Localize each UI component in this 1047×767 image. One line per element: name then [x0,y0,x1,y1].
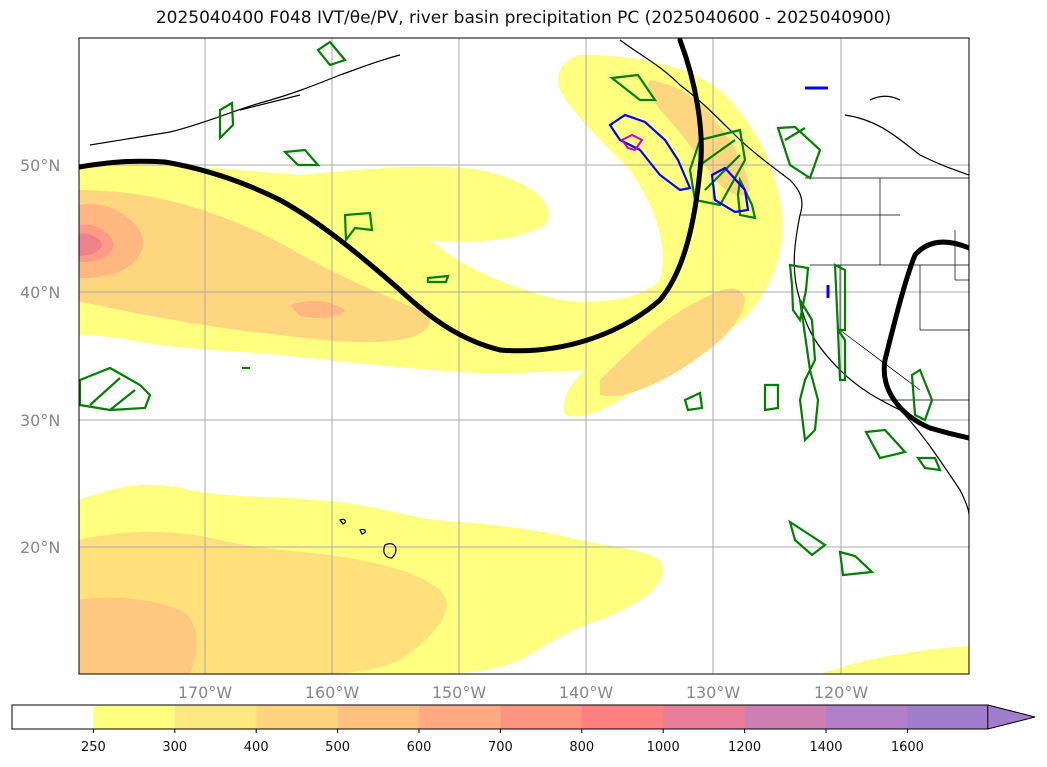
map-title: 2025040400 F048 IVT/θe/PV, river basin p… [155,8,892,28]
colorbar-segment [663,705,746,729]
lon-labels: 170°W 160°W 150°W 140°W 130°W 120°W [178,683,869,702]
lon-label-160w: 160°W [305,683,360,702]
precip-contours-green [79,40,942,577]
lat-label-40: 40°N [20,283,60,302]
colorbar-tick-label: 1000 [647,740,680,755]
precip-contours-blue [608,86,830,298]
colorbar-tick-label: 1600 [891,740,924,755]
lon-label-140w: 140°W [559,683,614,702]
colorbar-tick-label: 400 [244,740,269,755]
colorbar-segment [500,705,583,729]
ivt-band-south-inner [79,597,197,674]
colorbar-extend-arrow [987,704,1036,730]
lat-label-50: 50°N [20,156,60,175]
colorbar-tick-label: 1400 [809,740,842,755]
colorbar: 250 300 400 500 600 700 800 1000 1200 1400 1600 [11,704,1036,755]
ivt-river-east [600,288,745,397]
colorbar-tick-label: 500 [325,740,350,755]
colorbar-tick-label: 800 [569,740,594,755]
precip-contour-magenta [620,133,644,152]
colorbar-segment [337,705,420,729]
colorbar-segment [174,705,257,729]
ivt-river-mid [79,190,431,343]
lat-label-30: 30°N [20,411,60,430]
colorbar-segment [826,705,908,729]
state-borders [800,177,969,401]
pv-contours [79,38,969,441]
colorbar-segment [256,705,339,729]
colorbar-tick-label: 600 [407,740,432,755]
colorbar-segment [744,705,827,729]
map-panel [78,37,970,675]
colorbar-segment [907,705,990,729]
lat-label-20: 20°N [20,538,60,557]
lon-label-150w: 150°W [432,683,487,702]
colorbar-tick-label: 1200 [728,740,761,755]
colorbar-segment [93,705,176,729]
colorbar-tick-label: 700 [488,740,513,755]
colorbar-tick-label: 250 [81,740,106,755]
lat-labels: 50°N 40°N 30°N 20°N [20,156,60,557]
lon-label-170w: 170°W [178,683,233,702]
coastlines [89,39,969,559]
colorbar-segment [581,705,664,729]
colorbar-segment [12,705,94,729]
lon-label-120w: 120°W [814,683,869,702]
ivt-mid-blob [290,300,345,318]
ivt-southeast-strip [820,646,969,674]
map-frame [78,37,970,675]
ivt-core-peak [79,233,102,256]
colorbar-tick-label: 300 [162,740,187,755]
lon-label-130w: 130°W [686,683,741,702]
colorbar-segment [419,705,501,729]
